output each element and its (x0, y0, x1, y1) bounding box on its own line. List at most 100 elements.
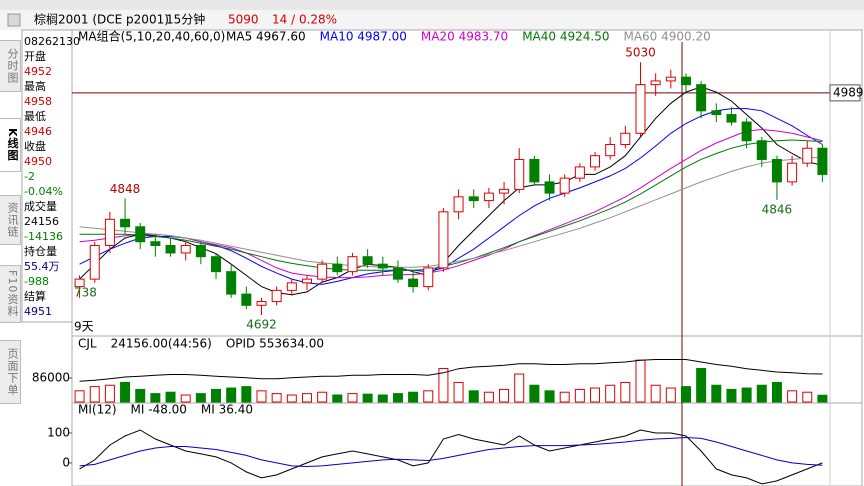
y-tick-label: 0 (62, 455, 70, 469)
info-item: -988 (24, 275, 49, 288)
candle-body (574, 166, 585, 179)
period: 15分钟 (166, 12, 205, 27)
ma-legend: MA40 4924.50 (522, 30, 609, 44)
candle-body (605, 143, 616, 157)
volume-bar (514, 373, 525, 403)
candle-body (453, 196, 464, 213)
candle-body (271, 289, 282, 303)
info-item: 55.4万 (24, 260, 60, 273)
candle-body (665, 76, 676, 82)
volume-bar (438, 367, 449, 403)
instrument-title: 棕榈2001 (DCE p2001) (34, 12, 169, 27)
side-tab[interactable]: 资讯链 (0, 195, 21, 245)
volume-bar (104, 384, 115, 403)
info-item: -14136 (24, 230, 63, 243)
info-item: 最高 (24, 80, 46, 93)
candle-body (499, 188, 510, 194)
side-tab[interactable]: F10资料 (0, 265, 21, 323)
info-item: 收盘 (24, 140, 46, 153)
price-change: 14 / 0.28% (272, 13, 337, 27)
volume-bar (635, 359, 646, 403)
panel-header: OPID 553634.00 (226, 337, 324, 351)
candle-body (756, 140, 767, 160)
volume-bar (392, 393, 403, 403)
candle-body (347, 256, 358, 273)
volume-bar (741, 387, 752, 403)
ma-line (79, 156, 823, 268)
candle-body (726, 114, 737, 123)
candle-body (771, 158, 782, 183)
info-item: 24156 (24, 215, 59, 228)
last-price: 5090 (228, 13, 259, 27)
candle-body (180, 244, 191, 254)
volume-bar (211, 388, 222, 403)
volume-bar (423, 390, 434, 403)
info-item: 4950 (24, 155, 52, 168)
toolbar-strip (0, 0, 864, 10)
volume-bar (665, 387, 676, 403)
panel-header: CJL (78, 337, 97, 351)
candle-body (620, 132, 631, 145)
candle-body (150, 241, 161, 246)
candle-body (590, 155, 601, 168)
info-item: 最低 (24, 110, 46, 123)
volume-bar (271, 393, 282, 403)
candle-body (696, 84, 707, 112)
candle-body (104, 218, 115, 246)
candle-body (635, 84, 646, 134)
volume-bar (120, 381, 131, 403)
candle-body (787, 162, 798, 183)
title-bar (0, 10, 864, 30)
volume-bar (650, 384, 661, 403)
candle-body (559, 177, 570, 194)
info-item: 4958 (24, 95, 52, 108)
volume-bar (756, 384, 767, 403)
info-item: 开盘 (24, 50, 46, 63)
volume-bar (150, 393, 161, 403)
candle-body (195, 244, 206, 258)
info-item: 4952 (24, 65, 52, 78)
volume-bar (817, 394, 828, 403)
candle-body (514, 158, 525, 190)
volume-bar (696, 367, 707, 403)
volume-bar (241, 386, 252, 403)
indicator-header: MA组合(5,10,20,40,60,0) (78, 29, 225, 44)
volume-bar (301, 393, 312, 403)
chart-frame (71, 29, 863, 486)
volume-bar (680, 386, 691, 403)
info-item: 结算 (24, 290, 46, 303)
side-tab[interactable]: K线图 (0, 118, 21, 172)
candle-body (226, 271, 237, 295)
volume-bar (256, 390, 267, 403)
candle-body (211, 256, 222, 273)
candle-body (332, 263, 343, 273)
candle-body (135, 226, 146, 243)
indicator-line (79, 436, 823, 468)
ma-legend: MA5 4967.60 (226, 30, 306, 44)
volume-bar (771, 381, 782, 403)
candle-body (529, 158, 540, 183)
ma-legend: MA60 4900.20 (623, 30, 710, 44)
period-label: 9天 (74, 320, 94, 334)
candle-body (408, 278, 419, 288)
candle-body (317, 263, 328, 280)
icon (7, 13, 21, 27)
info-item: 持仓量 (24, 245, 57, 258)
volume-bar (89, 386, 100, 403)
panel-header: MI(12) (78, 403, 117, 417)
indicator-line (79, 429, 823, 485)
volume-bar (453, 381, 464, 403)
ma-legend: MA20 4983.70 (421, 30, 508, 44)
info-item: 成交量 (24, 200, 57, 213)
volume-bar (787, 390, 798, 403)
price-box (829, 84, 861, 102)
volume-bar (529, 384, 540, 403)
volume-bar (574, 388, 585, 403)
ma-line (79, 108, 823, 285)
info-item: 08262130 (24, 35, 80, 48)
side-tab[interactable]: 页面下单 (0, 340, 21, 404)
candle-body (650, 80, 661, 86)
volume-bar (499, 388, 510, 403)
side-tab[interactable]: 分时图 (0, 40, 21, 92)
